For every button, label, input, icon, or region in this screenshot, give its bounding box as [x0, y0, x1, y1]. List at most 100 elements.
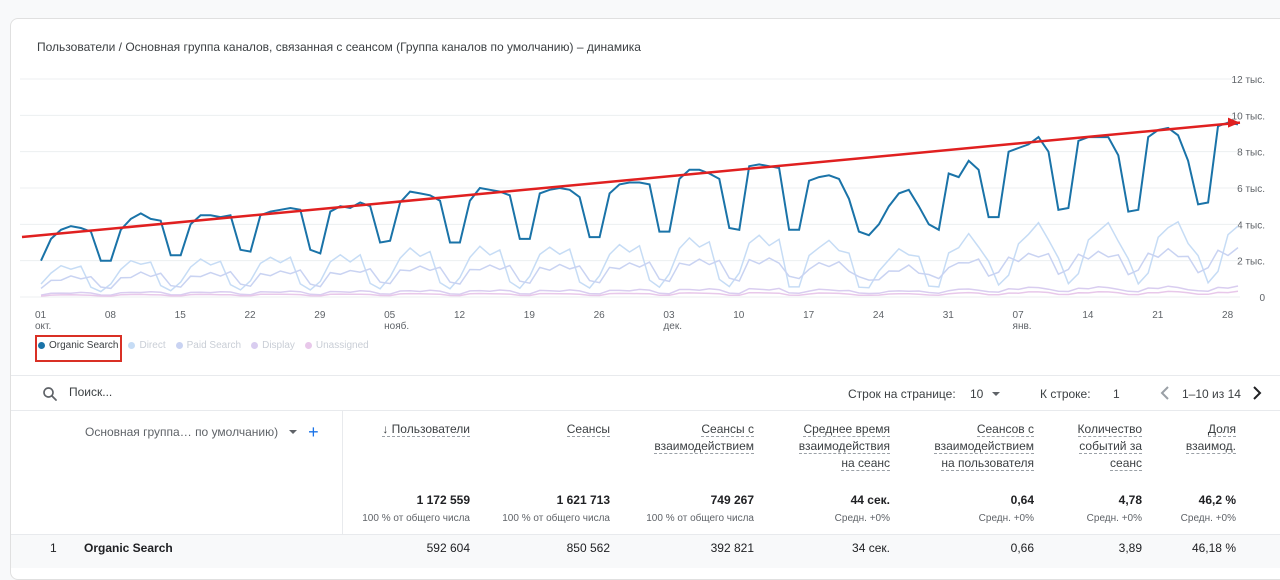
metric-header-label: на пользователя: [941, 456, 1034, 471]
dimension-header-label: Основная группа… по умолчанию): [85, 425, 279, 439]
row-metric-value: 592 604: [426, 541, 470, 555]
dimension-column-header[interactable]: Основная группа… по умолчанию) +: [85, 422, 319, 442]
faint-series-line: [40, 290, 1239, 297]
metric-header-label: ↓ Пользователи: [382, 422, 470, 437]
rows-per-page-value: 10: [970, 387, 984, 401]
metric-total-subtitle: Средн. +0%: [834, 513, 890, 524]
legend-label: Direct: [139, 340, 166, 351]
metric-header-label: на сеанс: [841, 456, 890, 471]
x-tick-label: 29: [314, 310, 326, 321]
trend-arrow-head: [1228, 117, 1240, 128]
legend-label: Display: [262, 340, 295, 351]
y-tick-label: 8 тыс.: [1237, 148, 1265, 159]
legend-dot-icon: [304, 342, 312, 349]
x-tick-label: 08: [105, 310, 117, 321]
metric-total-subtitle: Средн. +0%: [1180, 513, 1236, 524]
x-tick-label: 28: [1222, 310, 1234, 321]
legend-label: Unassigned: [315, 340, 369, 351]
add-dimension-plus-icon[interactable]: +: [308, 422, 319, 442]
divider: [11, 375, 1280, 376]
search-icon[interactable]: [41, 385, 59, 403]
x-tick-label: 15: [175, 310, 187, 321]
metric-header-label: Доля: [1207, 422, 1236, 437]
y-tick-label: 0: [1259, 293, 1265, 304]
legend-item[interactable]: Unassigned: [304, 340, 369, 351]
metric-total: 44 сек.: [850, 493, 890, 507]
y-tick-label: 2 тыс.: [1237, 257, 1265, 268]
table-toolbar: Строк на странице: 10 К строке: 1 1–10 и…: [0, 380, 1280, 408]
legend-item[interactable]: Organic Search: [38, 340, 118, 351]
row-metric-value: 0,66: [1010, 541, 1034, 555]
go-to-row-input[interactable]: 1: [1113, 387, 1120, 401]
dropdown-arrow-icon[interactable]: [288, 429, 298, 435]
metric-header-label: взаимодействием: [934, 439, 1034, 454]
row-channel-name[interactable]: Organic Search: [84, 541, 173, 555]
legend-item[interactable]: Paid Search: [175, 340, 242, 351]
row-metric-value: 3,89: [1118, 541, 1142, 555]
x-tick-label: 17: [803, 310, 815, 321]
metric-column-header[interactable]: Количество событий за сеанс: [1077, 421, 1142, 472]
metric-total: 0,64: [1010, 493, 1034, 507]
x-tick-label: 22: [244, 310, 256, 321]
pagination-range: 1–10 из 14: [1182, 387, 1241, 401]
x-tick-label: 07: [1013, 310, 1025, 321]
legend-dot-icon: [38, 342, 45, 349]
metric-column-header[interactable]: Доля взаимод.: [1185, 421, 1236, 455]
column-divider: [342, 410, 343, 567]
divider: [11, 410, 1280, 411]
metric-header-label: Количество: [1077, 422, 1142, 437]
metric-header-label: взаимод.: [1185, 439, 1236, 454]
row-index: 1: [50, 541, 57, 555]
x-tick-label: 21: [1152, 310, 1164, 321]
organic-search-series-line: [40, 121, 1239, 262]
metric-header-label: взаимодействием: [654, 439, 754, 454]
metric-total-subtitle: 100 % от общего числа: [646, 513, 754, 524]
metric-header-label: Среднее время: [803, 422, 890, 437]
x-tick-month-label: окт.: [35, 321, 51, 332]
previous-page-chevron-icon[interactable]: [1158, 384, 1172, 402]
metric-total: 749 267: [710, 493, 754, 507]
x-tick-label: 14: [1082, 310, 1094, 321]
y-tick-label: 12 тыс.: [1232, 75, 1265, 86]
metric-header-label: Сеансы с: [701, 422, 754, 437]
legend-item[interactable]: Direct: [128, 340, 166, 351]
y-tick-label: 4 тыс.: [1237, 220, 1265, 231]
next-page-chevron-icon[interactable]: [1250, 384, 1264, 402]
dropdown-arrow-icon: [992, 392, 1001, 396]
metric-total-subtitle: 100 % от общего числа: [362, 513, 470, 524]
legend-label: Paid Search: [186, 340, 242, 351]
x-tick-label: 01: [35, 310, 47, 321]
table-row[interactable]: [11, 534, 1280, 568]
rows-per-page-select[interactable]: 10: [970, 387, 1001, 401]
x-tick-label: 24: [873, 310, 885, 321]
metric-header-label: Сеансов с: [976, 422, 1034, 437]
legend-label: Organic Search: [49, 340, 119, 351]
metric-column-header[interactable]: Среднее время взаимодействия на сеанс: [798, 421, 890, 472]
x-tick-month-label: нояб.: [384, 320, 409, 332]
row-metric-value: 34 сек.: [852, 541, 890, 555]
legend-item[interactable]: Display: [251, 340, 295, 351]
x-tick-label: 31: [943, 310, 955, 321]
x-tick-label: 10: [733, 310, 745, 321]
legend-dot-icon: [251, 342, 259, 349]
metric-column-header[interactable]: Сеансов с взаимодействием на пользователя: [934, 421, 1034, 472]
y-tick-label: 6 тыс.: [1237, 184, 1265, 195]
x-tick-label: 03: [663, 310, 675, 321]
x-tick-label: 05: [384, 310, 396, 321]
faint-series-line: [40, 285, 1239, 296]
legend-dot-icon: [128, 342, 136, 349]
chart-title: Пользователи / Основная группа каналов, …: [37, 40, 641, 54]
search-input[interactable]: [67, 384, 271, 400]
metric-column-header[interactable]: Сеансы с взаимодействием: [654, 421, 754, 455]
metric-total-subtitle: Средн. +0%: [1086, 513, 1142, 524]
metric-total: 1 172 559: [416, 493, 470, 507]
x-tick-month-label: янв.: [1013, 321, 1032, 332]
x-tick-label: 12: [454, 310, 466, 321]
rows-per-page-label: Строк на странице:: [848, 387, 956, 401]
metric-column-header[interactable]: Сеансы: [566, 421, 610, 438]
faint-series-line: [40, 247, 1239, 290]
row-metric-value: 392 821: [710, 541, 754, 555]
row-metric-value: 46,18 %: [1191, 541, 1236, 555]
row-metric-value: 850 562: [566, 541, 610, 555]
metric-column-header[interactable]: ↓ Пользователи: [382, 421, 470, 438]
